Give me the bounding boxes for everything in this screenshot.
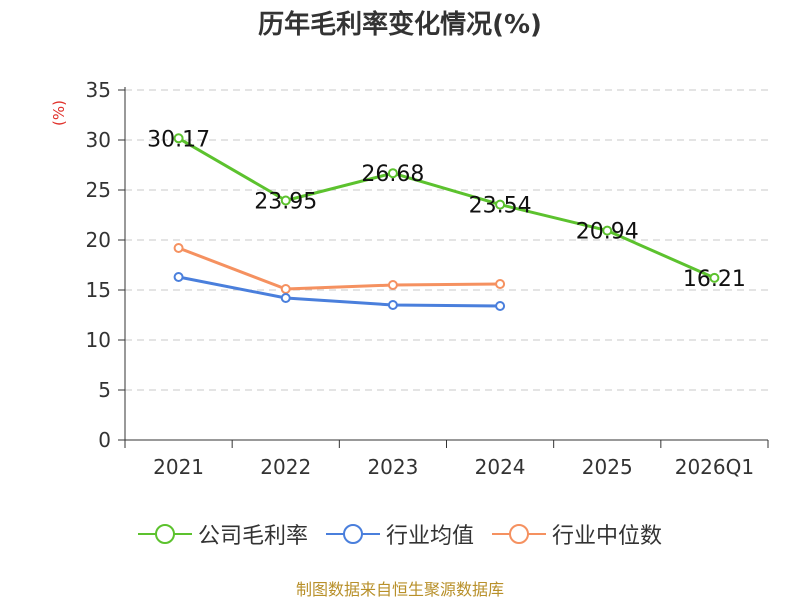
data-source-note: 制图数据来自恒生聚源数据库	[295, 580, 504, 599]
data-point-1	[387, 300, 398, 310]
y-tick-label: 15	[86, 278, 111, 302]
y-tick-label: 0	[98, 428, 111, 452]
chart-title: 历年毛利率变化情况(%)	[258, 10, 542, 40]
x-tick-label: 2026Q1	[675, 455, 754, 479]
x-tick-label: 2025	[582, 455, 633, 479]
legend-label-industry-median: 行业中位数	[552, 524, 663, 549]
legend-item-industry-median[interactable]: 行业中位数	[492, 518, 662, 550]
y-tick-label: 10	[86, 328, 111, 352]
x-tick-label: 2023	[367, 455, 418, 479]
data-point-2	[173, 243, 184, 253]
data-label: 30.17	[147, 127, 210, 152]
x-tick-label: 2021	[153, 455, 204, 479]
series-line-0	[177, 137, 716, 280]
legend-swatch-industry-median	[492, 524, 546, 544]
legend-item-company[interactable]: 公司毛利率	[137, 518, 308, 550]
data-point-0	[495, 199, 506, 210]
y-tick-label: 25	[86, 178, 111, 202]
data-point-2	[280, 284, 291, 294]
series-line-2	[178, 246, 501, 291]
data-point-0	[602, 225, 613, 236]
data-label: 26.68	[361, 162, 424, 187]
data-label: 23.95	[254, 190, 317, 215]
legend-label-company: 公司毛利率	[197, 524, 308, 549]
data-point-0	[173, 133, 184, 144]
x-tick-label: 2024	[475, 455, 526, 479]
data-point-1	[280, 293, 291, 303]
y-tick-label: 20	[86, 228, 111, 252]
data-point-2	[387, 280, 398, 290]
data-point-0	[709, 272, 720, 283]
x-tick-label: 2022	[260, 455, 311, 479]
legend-item-industry-mean[interactable]: 行业均值	[325, 518, 474, 550]
legend-label-industry-mean: 行业均值	[385, 524, 474, 549]
legend-swatch-company	[137, 524, 192, 544]
legend-swatch-industry-mean	[325, 524, 380, 544]
chart-legend: 公司毛利率 行业均值 行业中位数	[0, 518, 800, 550]
data-point-2	[495, 279, 506, 289]
data-point-1	[173, 272, 184, 282]
data-label: 23.54	[469, 194, 532, 219]
y-tick-label: 35	[86, 78, 111, 102]
data-point-0	[387, 168, 398, 179]
y-tick-label: 5	[98, 378, 111, 402]
y-tick-label: 30	[86, 128, 111, 152]
data-point-0	[280, 195, 291, 206]
series-line-1	[178, 275, 501, 308]
data-label: 16.21	[683, 267, 746, 292]
data-label: 20.94	[576, 220, 639, 245]
data-point-1	[495, 301, 506, 311]
